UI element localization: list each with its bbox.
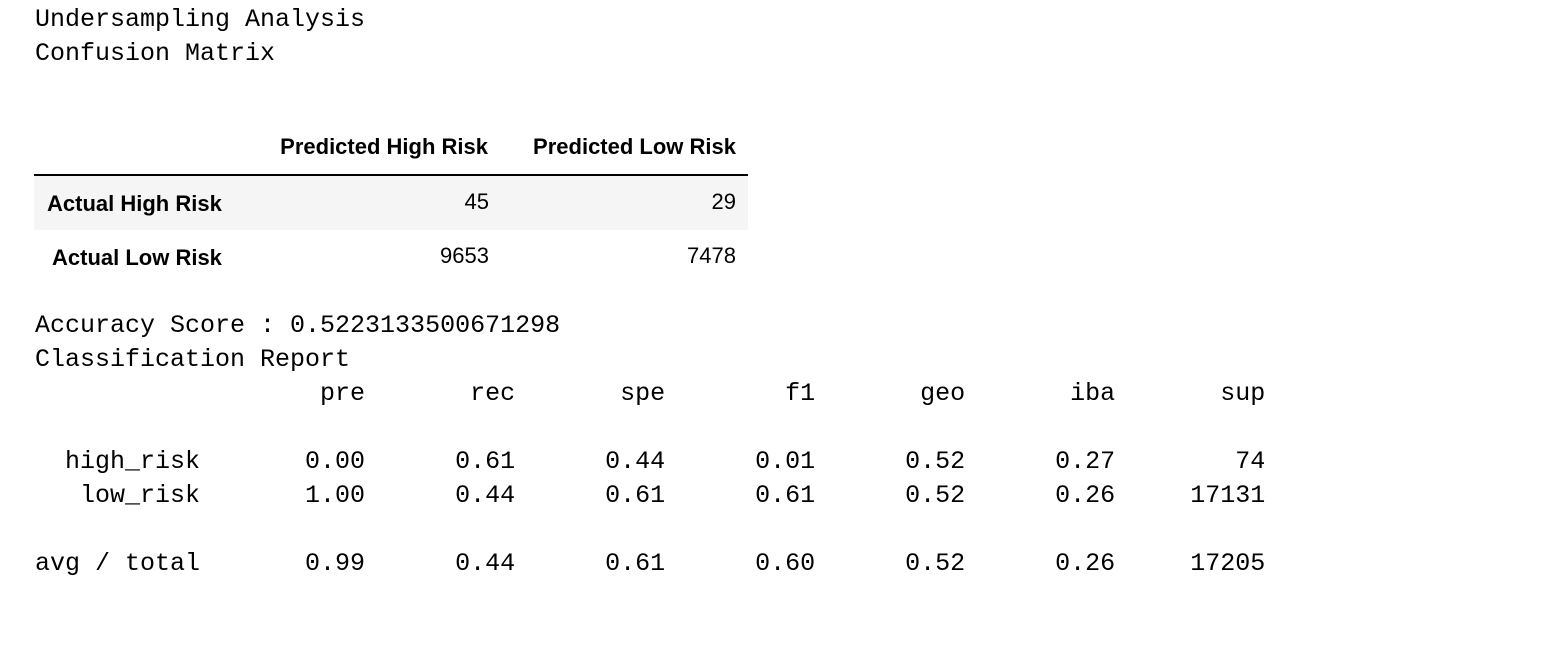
classification-report-row-low-risk: low_risk 1.00 0.44 0.61 0.61 0.52 0.26 1… — [35, 481, 1266, 510]
output-heading: Undersampling Analysis — [35, 5, 366, 34]
column-header-predicted-high-risk: Predicted High Risk — [280, 134, 488, 159]
classification-report-title: Classification Report — [35, 345, 351, 374]
table-row-actual-low-risk: Actual Low Risk 9653 7478 — [34, 230, 748, 284]
row-label: Actual High Risk — [47, 191, 222, 216]
row-label: Actual Low Risk — [52, 245, 222, 270]
accuracy-score-line: Accuracy Score : 0.5223133500671298 — [35, 311, 561, 340]
confusion-matrix-title: Confusion Matrix — [35, 39, 276, 68]
column-header-predicted-low-risk: Predicted Low Risk — [533, 134, 736, 159]
confusion-matrix-table: Predicted High Risk Predicted Low Risk A… — [34, 120, 748, 284]
classification-report-row-avg-total: avg / total 0.99 0.44 0.61 0.60 0.52 0.2… — [35, 549, 1266, 578]
table-cell: 29 — [711, 189, 736, 214]
table-cell: 9653 — [440, 243, 489, 268]
table-row-actual-high-risk: Actual High Risk 45 29 — [34, 176, 748, 230]
table-cell: 45 — [464, 189, 489, 214]
table-cell: 7478 — [687, 243, 736, 268]
table-header-row: Predicted High Risk Predicted Low Risk — [34, 120, 748, 176]
classification-report-header: pre rec spe f1 geo iba sup — [35, 379, 1266, 408]
classification-report-row-high-risk: high_risk 0.00 0.61 0.44 0.01 0.52 0.27 … — [35, 447, 1266, 476]
